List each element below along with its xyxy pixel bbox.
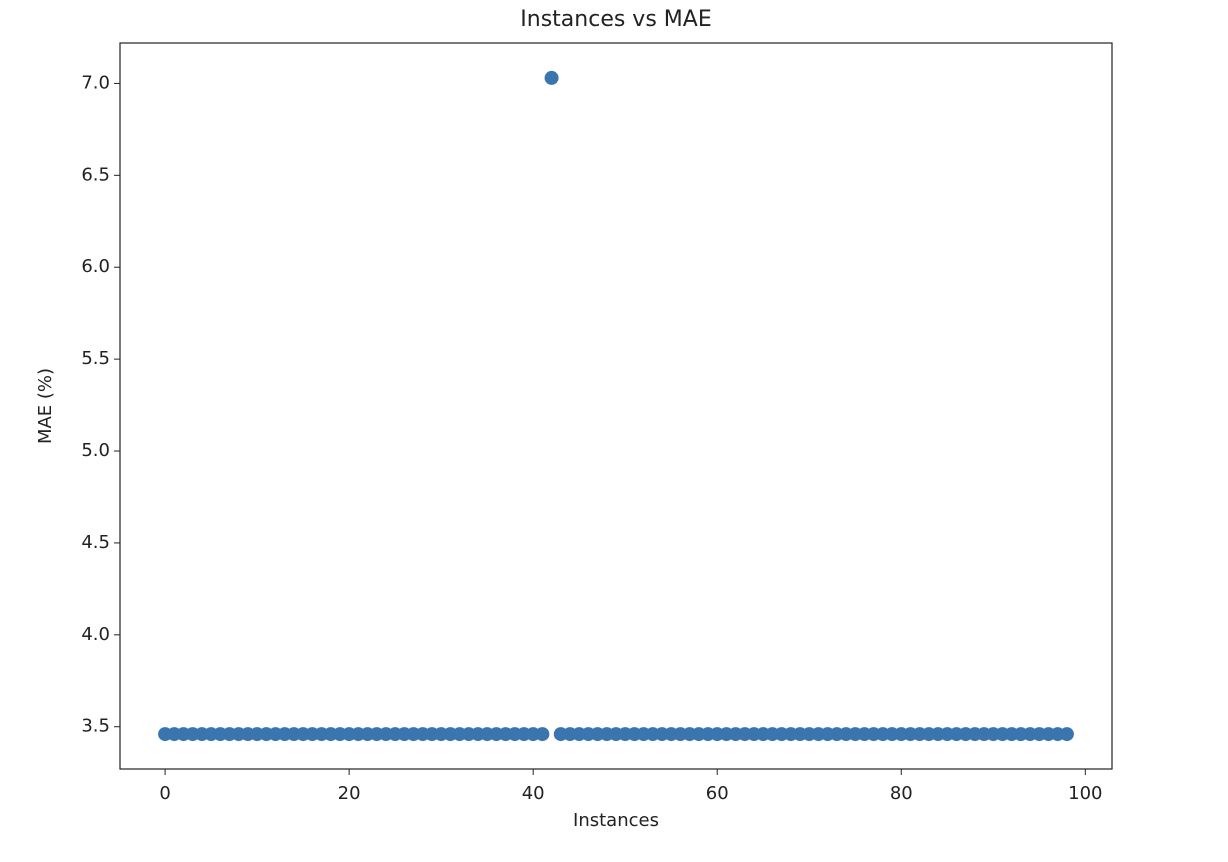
x-tick-label: 60 (706, 783, 729, 804)
x-tick-label: 0 (159, 783, 170, 804)
y-tick-label: 5.0 (81, 440, 110, 461)
y-tick-label: 6.0 (81, 256, 110, 277)
chart-title: Instances vs MAE (520, 7, 711, 32)
point (1059, 727, 1074, 742)
x-axis-label: Instances (573, 810, 659, 831)
plot-frame (119, 42, 1113, 770)
x-tick-label: 80 (890, 783, 913, 804)
point (544, 70, 559, 85)
x-tick-label: 20 (338, 783, 361, 804)
y-axis-label: MAE (%) (35, 368, 56, 444)
y-tick-label: 3.5 (81, 716, 110, 737)
y-tick-label: 4.0 (81, 624, 110, 645)
x-tick-label: 100 (1068, 783, 1102, 804)
y-tick-label: 6.5 (81, 164, 110, 185)
point (535, 727, 550, 742)
y-tick-label: 4.5 (81, 532, 110, 553)
x-tick-label: 40 (522, 783, 545, 804)
y-tick-label: 5.5 (81, 348, 110, 369)
y-tick-label: 7.0 (81, 72, 110, 93)
